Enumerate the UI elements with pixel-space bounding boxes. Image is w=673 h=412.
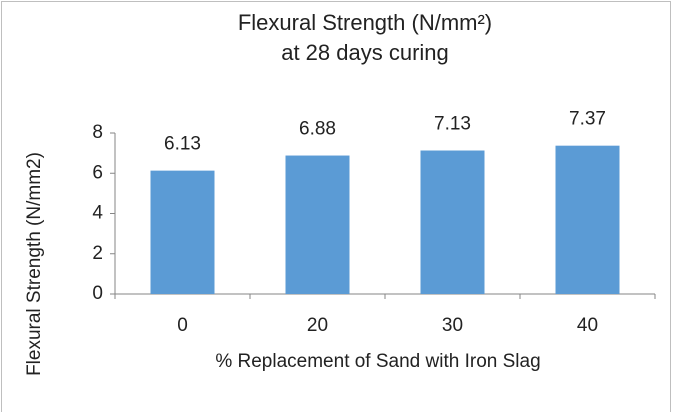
y-tick-label: 2 bbox=[92, 243, 103, 264]
y-tick-label: 6 bbox=[92, 162, 103, 183]
x-tick-label: 30 bbox=[442, 315, 463, 336]
data-label: 7.13 bbox=[434, 114, 471, 135]
bar bbox=[555, 145, 620, 294]
y-axis-title: Flexural Strength (N/mm2) bbox=[24, 152, 45, 376]
bar bbox=[285, 155, 350, 294]
x-tick-label: 0 bbox=[177, 315, 188, 336]
data-label: 6.13 bbox=[164, 134, 201, 155]
bar bbox=[420, 150, 485, 294]
chart-title: Flexural Strength (N/mm²) at 28 days cur… bbox=[237, 10, 493, 65]
x-tick-label: 40 bbox=[577, 315, 598, 336]
data-label: 6.88 bbox=[299, 119, 336, 140]
y-tick-label: 4 bbox=[92, 203, 103, 224]
x-tick-label: 20 bbox=[307, 315, 328, 336]
x-axis-title: % Replacement of Sand with Iron Slag bbox=[215, 351, 540, 372]
y-tick-label: 8 bbox=[92, 122, 103, 143]
data-label: 7.37 bbox=[569, 109, 606, 130]
y-tick-label: 0 bbox=[92, 283, 103, 304]
bar bbox=[150, 170, 215, 294]
